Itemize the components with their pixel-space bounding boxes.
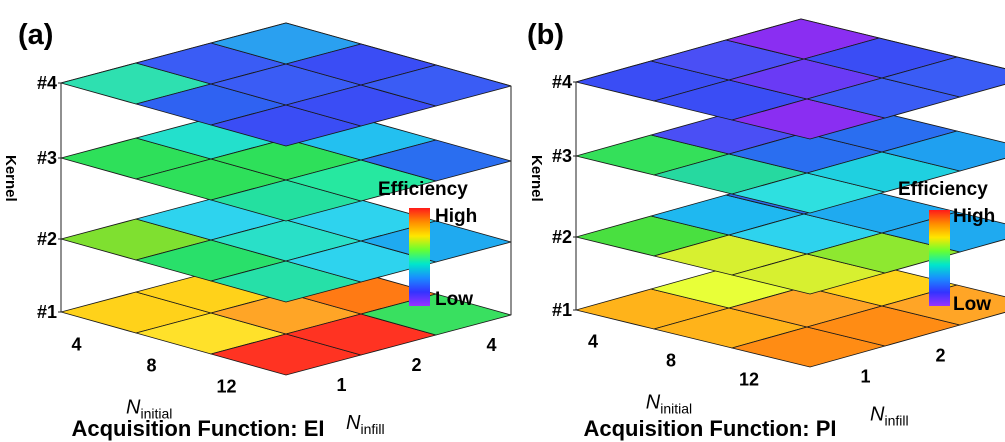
layer-label: #2 (552, 227, 572, 247)
caption-a: Acquisition Function: EI (72, 416, 325, 441)
panel-label-b: (b) (527, 19, 564, 51)
x-tick-label: 4 (588, 332, 598, 352)
y-axis-title: Ninfill (346, 412, 385, 437)
x-tick-label: 8 (666, 351, 676, 371)
legend-title-b: Efficiency (898, 179, 988, 200)
layer-label: #2 (37, 229, 57, 249)
x-tick-label: 12 (739, 370, 759, 390)
kernel-layer-2 (575, 173, 1005, 295)
x-axis-title: Ninitial (646, 391, 692, 416)
heatmap-cell (360, 139, 512, 182)
legend-low-b: Low (953, 294, 991, 315)
kernel-axis-label-a: Kernel (2, 155, 19, 202)
legend-colorbar-b (929, 210, 950, 306)
caption-b: Acquisition Function: PI (584, 416, 837, 441)
layer-label: #3 (552, 146, 572, 166)
kernel-layer-4 (60, 22, 512, 147)
y-tick-label: 4 (486, 335, 496, 355)
legend-colorbar-a (409, 208, 430, 306)
x-tick-label: 12 (216, 377, 236, 397)
heatmap-cell (360, 64, 512, 107)
y-tick-label: 2 (411, 355, 421, 375)
legend-high-b: High (953, 206, 995, 227)
kernel-layer-4 (575, 18, 1005, 140)
y-tick-label: 2 (935, 346, 945, 366)
x-axis-title: Ninitial (126, 397, 172, 422)
heatmap-cell (881, 130, 1005, 172)
x-tick-label: 4 (71, 335, 81, 355)
heatmap-cell (881, 56, 1005, 98)
x-tick-label: 8 (146, 356, 156, 376)
y-axis-title: Ninfill (870, 404, 909, 429)
kernel-axis-label-b: Kernel (528, 155, 545, 202)
layer-label: #3 (37, 148, 57, 168)
legend-low-a: Low (435, 289, 473, 310)
y-tick-label: 1 (860, 367, 870, 387)
legend-a: Efficiency High Low (378, 179, 477, 310)
layer-label: #4 (37, 73, 57, 93)
legend-b: Efficiency High Low (898, 179, 995, 315)
layer-label: #4 (552, 72, 572, 92)
layer-label: #1 (552, 300, 572, 320)
panel-label-a: (a) (18, 19, 53, 51)
layer-label: #1 (37, 302, 57, 322)
legend-high-a: High (435, 206, 477, 227)
y-tick-label: 1 (336, 375, 346, 395)
legend-title-a: Efficiency (378, 179, 468, 200)
